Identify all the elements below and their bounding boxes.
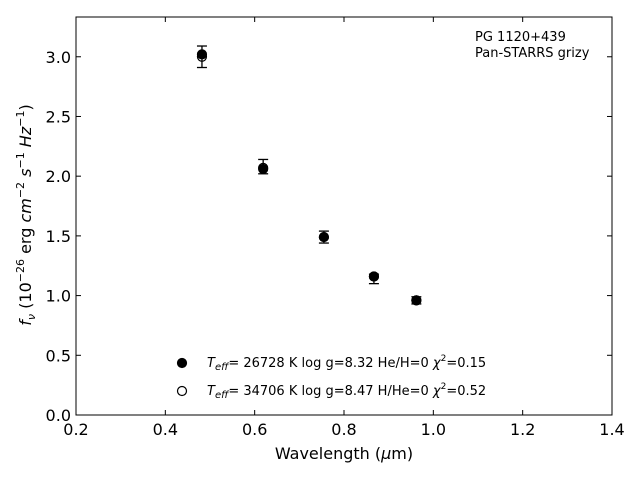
x-tick-label: 0.8 xyxy=(331,420,356,439)
y-tick-label: 2.5 xyxy=(46,107,71,126)
x-tick-label: 1.4 xyxy=(599,420,624,439)
x-tick-label: 0.4 xyxy=(153,420,178,439)
x-tick-label: 0.6 xyxy=(242,420,267,439)
y-tick-label: 1.5 xyxy=(46,227,71,246)
data-point-open xyxy=(258,162,269,173)
legend-label: Teff= 34706 K log g=8.47 H/He=0 χ2=0.52 xyxy=(207,382,486,401)
note-line-2: Pan-STARRS grizy xyxy=(475,46,590,61)
y-tick-label: 0.0 xyxy=(46,406,71,425)
data-point-open xyxy=(318,231,329,243)
note-line-1: PG 1120+439 xyxy=(475,30,566,45)
y-tick-label: 2.0 xyxy=(46,167,71,186)
y-axis-label: fν (10−26 erg cm−2 s−1 Hz−1) xyxy=(14,104,38,325)
legend-label: Teff= 26728 K log g=8.32 He/H=0 χ2=0.15 xyxy=(207,354,486,373)
data-point-open xyxy=(368,271,380,282)
y-tick-label: 1.0 xyxy=(46,287,71,306)
y-tick-label: 3.0 xyxy=(46,48,71,67)
y-tick-label: 0.5 xyxy=(46,346,71,365)
legend-marker-open xyxy=(176,385,188,397)
x-tick-label: 1.2 xyxy=(510,420,535,439)
x-axis-label: Wavelength (μm) xyxy=(275,444,413,463)
legend-marker-filled xyxy=(176,357,188,369)
data-point-open xyxy=(411,295,422,306)
data-point-open xyxy=(196,51,208,62)
x-tick-label: 0.2 xyxy=(63,420,88,439)
x-tick-label: 1.0 xyxy=(421,420,446,439)
